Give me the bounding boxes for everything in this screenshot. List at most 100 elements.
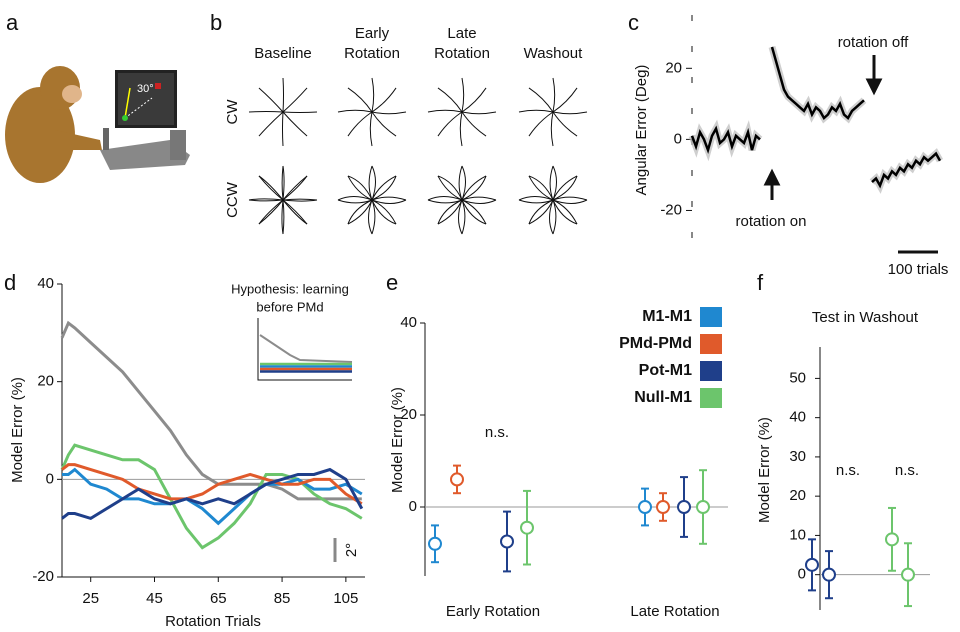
trajectory	[518, 196, 554, 201]
trajectory	[552, 111, 578, 137]
trajectory	[552, 175, 578, 201]
trajectory	[371, 77, 375, 113]
trajectory	[281, 165, 284, 201]
trajectory	[437, 175, 463, 201]
trajectory	[282, 199, 308, 225]
y-tick-label: 20	[37, 373, 54, 390]
trajectory	[461, 199, 466, 235]
y-tick-label: 20	[400, 406, 417, 423]
trajectory	[282, 175, 308, 201]
y-tick-label: 40	[37, 275, 54, 292]
series-line	[62, 467, 363, 526]
point	[500, 534, 514, 549]
column-label: Early	[355, 25, 390, 42]
annotation: 2°	[343, 543, 360, 557]
trajectory	[518, 109, 554, 113]
point	[885, 532, 899, 547]
y-axis-label: Model Error (%)	[756, 417, 773, 523]
trajectory	[552, 199, 588, 204]
y-tick-label: 0	[409, 498, 417, 515]
trajectory	[337, 109, 373, 113]
y-tick-label: 30	[789, 448, 806, 465]
x-axis-label: Rotation Trials	[165, 613, 261, 630]
trajectory	[281, 111, 284, 147]
trajectory	[347, 199, 373, 225]
trajectory	[258, 175, 284, 201]
x-tick-label: 65	[210, 590, 227, 607]
y-tick-label: -20	[32, 568, 54, 585]
point	[696, 500, 710, 514]
trajectory	[337, 196, 373, 201]
y-axis-label: Model Error (%)	[9, 377, 26, 483]
trajectory	[437, 175, 463, 201]
trajectory	[347, 87, 373, 113]
trajectory	[371, 199, 397, 225]
point	[428, 536, 442, 551]
annotation: n.s.	[836, 462, 860, 479]
trajectory	[437, 87, 463, 113]
trajectory	[248, 110, 284, 113]
inset-line	[259, 334, 353, 363]
point	[520, 520, 534, 535]
trajectory	[437, 111, 463, 137]
point	[805, 557, 819, 572]
legend-swatch	[700, 388, 722, 408]
trajectory	[552, 199, 578, 225]
row-label: CCW	[224, 181, 241, 218]
column-label: Washout	[524, 45, 583, 62]
legend-swatch	[700, 361, 722, 381]
panel-label: b	[210, 10, 222, 35]
mean-line	[690, 46, 942, 189]
x-tick-label: 25	[82, 590, 99, 607]
trajectory	[459, 111, 463, 147]
trajectory	[282, 199, 308, 225]
arrow	[763, 168, 781, 200]
trajectory	[461, 111, 497, 115]
series-line	[61, 467, 364, 521]
trajectory	[528, 87, 554, 113]
trajectory	[282, 77, 285, 113]
trajectory	[337, 199, 373, 204]
trajectory	[437, 199, 463, 225]
panel-label: e	[386, 270, 398, 295]
y-axis-label: Model Error (%)	[389, 387, 406, 493]
trajectory	[437, 199, 463, 225]
column-label: Baseline	[254, 45, 312, 62]
row-label: CW	[224, 99, 241, 125]
trajectory	[461, 87, 487, 113]
trajectory	[371, 111, 407, 115]
series-line	[60, 320, 362, 501]
trajectory	[347, 175, 373, 201]
trajectory	[282, 198, 318, 201]
angle-label: 30°	[137, 83, 154, 95]
legend-swatch	[700, 307, 722, 327]
y-tick-label: 10	[789, 526, 806, 543]
x-tick-label: Late Rotation	[630, 603, 719, 620]
annotation: Hypothesis: learning	[231, 281, 349, 296]
annotation: n.s.	[895, 462, 919, 479]
trajectory	[552, 199, 578, 225]
point	[656, 500, 670, 514]
y-tick-label: 20	[665, 59, 682, 76]
trajectory	[552, 175, 578, 201]
panel-label: f	[757, 270, 764, 295]
trajectory	[461, 111, 487, 137]
legend-label: PMd-PMd	[619, 335, 692, 352]
column-label: Late	[447, 25, 476, 42]
trajectory	[248, 198, 284, 201]
panel-label: c	[628, 10, 639, 35]
y-tick-label: 40	[789, 409, 806, 426]
point	[450, 472, 464, 487]
y-tick-label: 20	[789, 487, 806, 504]
point	[822, 567, 836, 582]
trajectory	[371, 199, 397, 225]
column-label: Rotation	[344, 45, 400, 62]
trajectory	[458, 165, 463, 201]
trajectory	[282, 165, 285, 201]
y-tick-label: 0	[46, 470, 54, 487]
legend-label: M1-M1	[642, 308, 692, 325]
trajectory-drawings	[248, 77, 588, 235]
trajectory	[528, 175, 554, 201]
panel-label: d	[4, 270, 16, 295]
